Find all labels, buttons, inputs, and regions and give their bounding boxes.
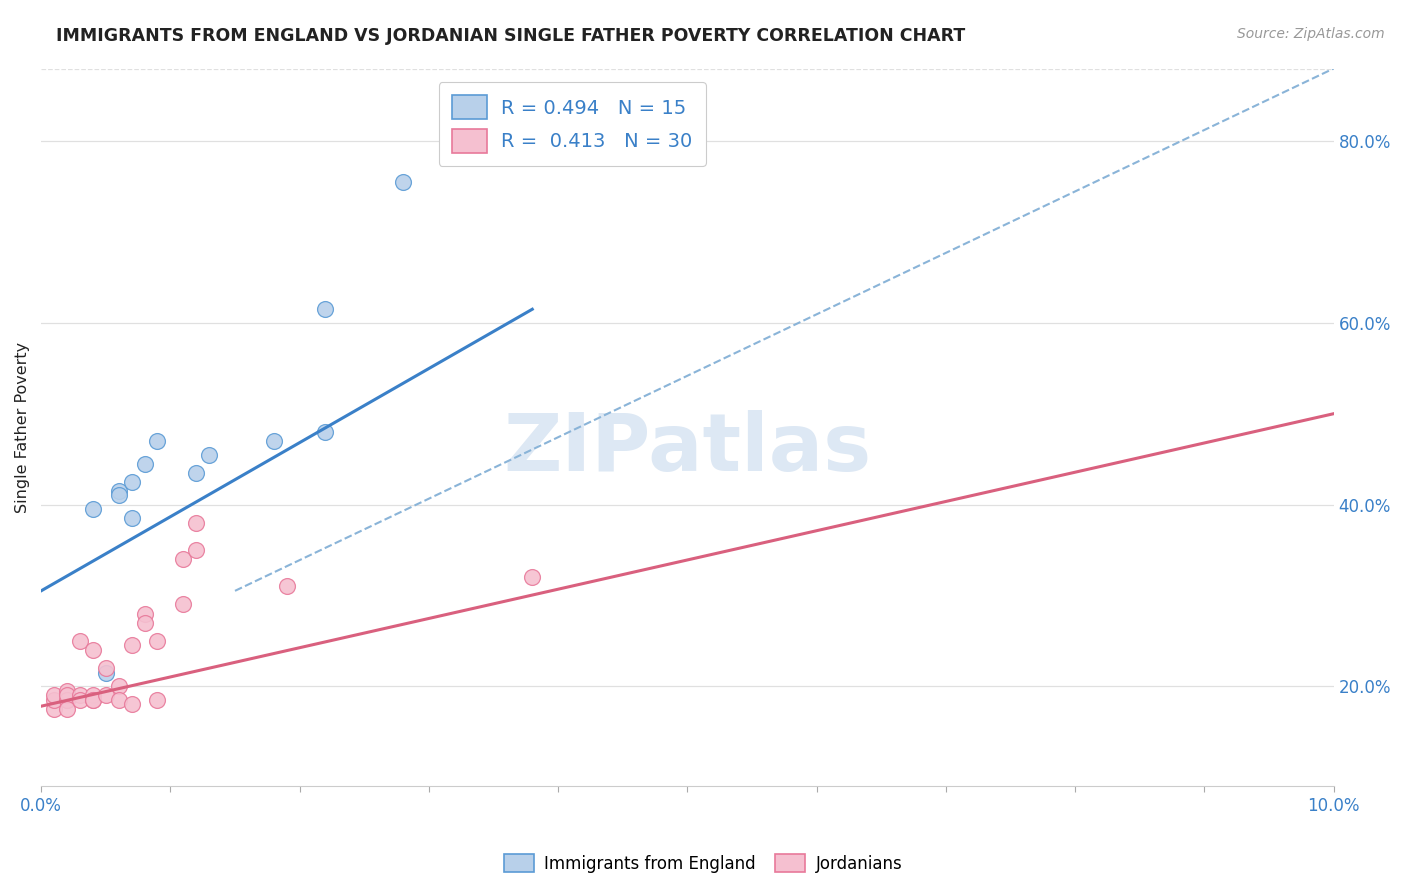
Point xyxy=(69,688,91,702)
Point xyxy=(56,702,79,716)
Point xyxy=(56,688,79,702)
Point xyxy=(82,693,104,707)
Point xyxy=(94,688,117,702)
Point xyxy=(121,638,143,652)
Point xyxy=(121,475,143,489)
Text: Source: ZipAtlas.com: Source: ZipAtlas.com xyxy=(1237,27,1385,41)
Point xyxy=(198,448,221,462)
Point xyxy=(186,516,208,530)
Point xyxy=(276,579,298,593)
Point xyxy=(121,698,143,712)
Point xyxy=(186,543,208,558)
Point xyxy=(107,483,129,498)
Text: IMMIGRANTS FROM ENGLAND VS JORDANIAN SINGLE FATHER POVERTY CORRELATION CHART: IMMIGRANTS FROM ENGLAND VS JORDANIAN SIN… xyxy=(56,27,966,45)
Y-axis label: Single Father Poverty: Single Father Poverty xyxy=(15,342,30,513)
Point xyxy=(82,643,104,657)
Point xyxy=(107,679,129,693)
Point xyxy=(392,175,415,189)
Point xyxy=(107,488,129,502)
Legend: R = 0.494   N = 15, R =  0.413   N = 30: R = 0.494 N = 15, R = 0.413 N = 30 xyxy=(439,82,706,166)
Point xyxy=(314,302,336,317)
Text: ZIPatlas: ZIPatlas xyxy=(503,409,872,488)
Legend: Immigrants from England, Jordanians: Immigrants from England, Jordanians xyxy=(498,847,908,880)
Point xyxy=(146,693,169,707)
Point xyxy=(134,457,156,471)
Point xyxy=(134,615,156,630)
Point xyxy=(134,607,156,621)
Point xyxy=(522,570,544,584)
Point xyxy=(42,688,65,702)
Point xyxy=(82,688,104,702)
Point xyxy=(107,693,129,707)
Point xyxy=(121,511,143,525)
Point xyxy=(94,661,117,675)
Point xyxy=(42,702,65,716)
Point xyxy=(263,434,285,448)
Point xyxy=(186,466,208,480)
Point xyxy=(172,598,194,612)
Point xyxy=(56,683,79,698)
Point xyxy=(82,693,104,707)
Point xyxy=(42,693,65,707)
Point xyxy=(69,633,91,648)
Point xyxy=(172,552,194,566)
Point xyxy=(314,425,336,439)
Point xyxy=(94,665,117,680)
Point xyxy=(82,502,104,516)
Point xyxy=(146,633,169,648)
Point xyxy=(69,693,91,707)
Point xyxy=(146,434,169,448)
Point xyxy=(56,693,79,707)
Point xyxy=(56,693,79,707)
